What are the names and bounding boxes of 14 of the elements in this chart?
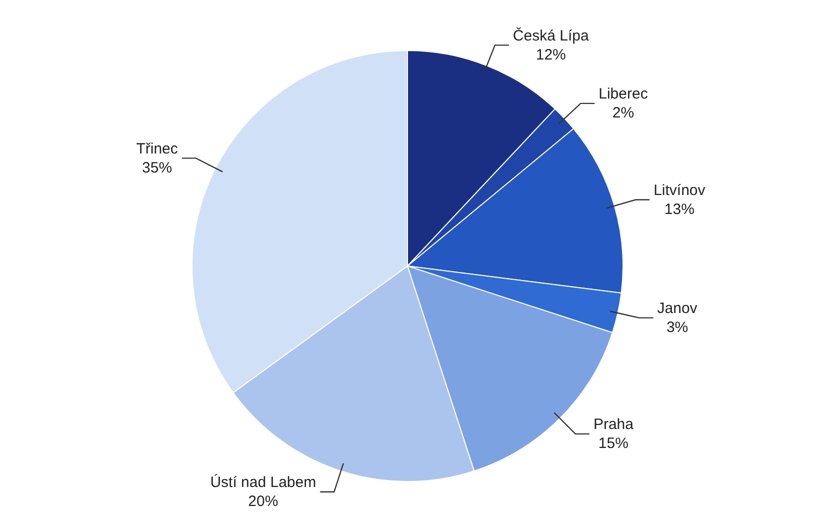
slice-label: Praha [593, 416, 634, 434]
data-label: 12% [536, 46, 566, 64]
data-label: 15% [598, 435, 628, 452]
slice-label: Třinec [136, 140, 178, 158]
data-label: 13% [664, 200, 694, 218]
slice-label: Česká Lípa [512, 26, 590, 44]
data-label: 20% [248, 493, 278, 510]
data-label: 2% [612, 104, 634, 122]
slice-label: Janov [657, 300, 698, 317]
slice-label: Ústí nad Labem [210, 473, 316, 492]
slice-label: Liberec [598, 86, 648, 103]
slice-label: Litvínov [654, 182, 706, 199]
data-label: 3% [666, 318, 688, 336]
data-label: 35% [142, 159, 172, 176]
